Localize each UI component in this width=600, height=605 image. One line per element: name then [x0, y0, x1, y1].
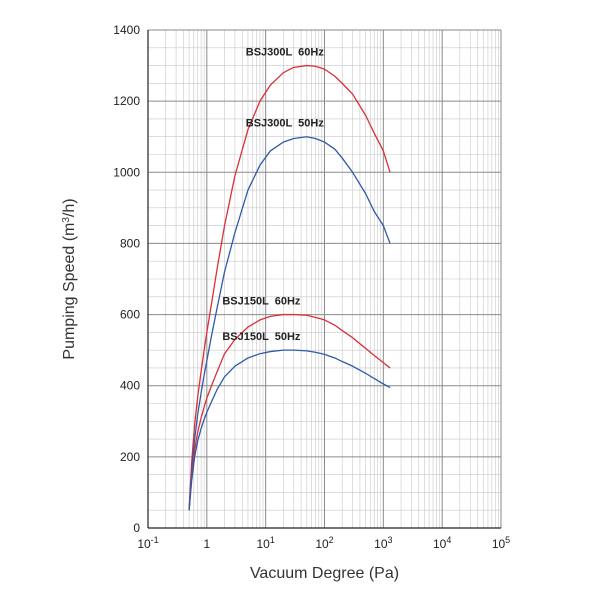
series-line-0 [188, 64, 391, 511]
series-label-2: BSJ150L 60Hz [222, 296, 301, 308]
y-tick-label: 400 [120, 379, 140, 393]
y-axis-title-sup: 3 [61, 217, 72, 223]
x-tick-label: 103 [374, 535, 392, 551]
y-axis-title-main: Pumping Speed (m [61, 223, 78, 360]
series-line-2 [188, 313, 391, 511]
y-tick-label: 600 [120, 308, 140, 322]
x-axis-title: Vacuum Degree (Pa) [250, 565, 399, 582]
series-labels: BSJ300L 60Hz BSJ300L 50Hz BSJ150L 60Hz BSJ1… [222, 47, 324, 344]
x-tick-label: 1 [203, 537, 210, 551]
y-tick-label: 1400 [113, 23, 140, 37]
series-label-0: BSJ300L 60Hz [246, 47, 325, 59]
x-tick-label: 104 [433, 535, 451, 551]
x-tick-label: 102 [315, 535, 333, 551]
series-label-1: BSJ300L 50Hz [246, 118, 325, 130]
series-layer [188, 64, 391, 511]
x-tick-label: 101 [256, 535, 274, 551]
y-tick-label: 800 [120, 236, 140, 250]
major-grid [147, 29, 502, 529]
y-tick-labels: 0 200 400 600 800 1000 1200 1400 [113, 23, 140, 535]
series-line-3 [188, 349, 391, 511]
axes [147, 30, 501, 529]
x-tick-label: 10-1 [137, 535, 158, 551]
minor-grid-x [165, 30, 499, 528]
series-line-1 [188, 136, 391, 511]
y-tick-label: 1000 [113, 165, 140, 179]
x-tick-label: 105 [492, 535, 510, 551]
y-tick-label: 0 [133, 521, 140, 535]
series-label-3: BSJ150L 50Hz [222, 331, 301, 343]
y-tick-label: 1200 [113, 94, 140, 108]
y-axis-title: Pumping Speed (m3/h) [61, 198, 79, 359]
x-tick-labels: 10-1 1 101 102 103 104 105 [137, 535, 510, 551]
y-tick-label: 200 [120, 450, 140, 464]
y-axis-title-end: /h) [61, 198, 78, 217]
